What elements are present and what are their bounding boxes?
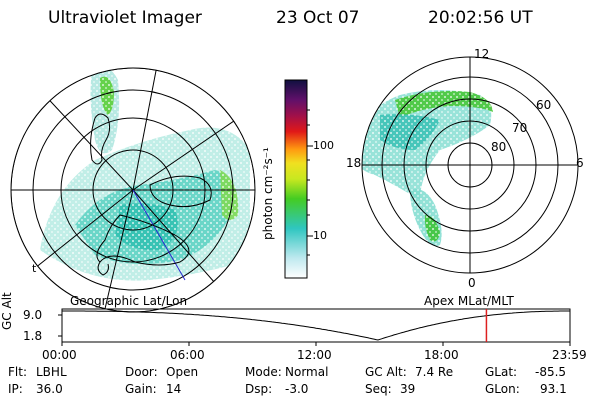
timeline-xtick-0600: 06:00 — [170, 348, 205, 362]
orbit-timeline — [58, 308, 571, 346]
glat-value: -85.5 — [535, 365, 567, 379]
timeline-xtick-1200: 12:00 — [297, 348, 332, 362]
timeline-ylabel: GC Alt — [0, 292, 14, 330]
glat-label: GLat: — [485, 365, 518, 379]
geo-map-label: Geographic Lat/Lon — [70, 294, 188, 308]
gain-label: Gain: — [125, 382, 157, 396]
timeline-ytick-max: 9.0 — [23, 308, 43, 322]
timeline-ytick-min: 1.8 — [23, 329, 43, 343]
timeline-xtick-1800: 18:00 — [424, 348, 459, 362]
mlt-label-bottom: 0 — [468, 276, 476, 290]
mode-value: Normal — [285, 365, 329, 379]
image-date: 23 Oct 07 — [276, 8, 360, 28]
mlt-label-top: 12 — [474, 47, 490, 61]
geographic-map — [11, 68, 255, 312]
right-aurora-emission — [362, 80, 510, 260]
mode-label: Mode: — [245, 365, 282, 379]
door-value: Open — [166, 365, 199, 379]
timeline-xtick-0000: 00:00 — [42, 348, 77, 362]
timeline-frame — [61, 308, 571, 343]
geo-reference-line — [132, 189, 186, 281]
coastline — [90, 113, 212, 276]
ip-label: IP: — [8, 382, 23, 396]
gain-value: 14 — [166, 382, 182, 396]
mag-map-rim — [361, 56, 579, 274]
seq-label: Seq: — [365, 382, 392, 396]
geo-corner-mark: t — [32, 262, 37, 275]
mag-mlt-lines — [362, 57, 578, 273]
seq-value: 39 — [400, 382, 416, 396]
colorbar-tick-10: 10 — [313, 229, 327, 242]
filter-value: LBHL — [36, 365, 67, 379]
colorbar — [284, 79, 308, 279]
colorbar-ticks — [307, 109, 313, 256]
mlat-label-70: 70 — [512, 121, 528, 135]
image-time: 20:02:56 UT — [428, 8, 533, 28]
magnetic-map — [362, 57, 578, 273]
mlat-label-60: 60 — [536, 98, 552, 112]
instrument-title: Ultraviolet Imager — [48, 8, 202, 28]
gc-alt-label: GC Alt: — [365, 365, 407, 379]
geo-meridians — [11, 68, 255, 312]
dsp-label: Dsp: — [245, 382, 273, 396]
colorbar-tick-100: 100 — [313, 139, 334, 152]
mag-map-label: Apex MLat/MLT — [424, 294, 514, 308]
gc-alt-value: 7.4 Re — [415, 365, 454, 379]
dsp-value: -3.0 — [285, 382, 309, 396]
glon-label: GLon: — [485, 382, 520, 396]
left-aurora-emission — [40, 68, 250, 290]
door-label: Door: — [125, 365, 158, 379]
glon-value: 93.1 — [540, 382, 567, 396]
timeline-xtick-2359: 23:59 — [552, 348, 587, 362]
ip-value: 36.0 — [36, 382, 63, 396]
filter-label: Flt: — [8, 365, 27, 379]
mlt-label-right: 6 — [576, 156, 584, 170]
mlt-label-left: 18 — [346, 156, 362, 170]
mlat-label-80: 80 — [491, 140, 507, 154]
timeline-ticks — [58, 314, 571, 346]
colorbar-label: photon cm⁻²s⁻¹ — [261, 147, 275, 240]
altitude-curve — [62, 310, 570, 341]
